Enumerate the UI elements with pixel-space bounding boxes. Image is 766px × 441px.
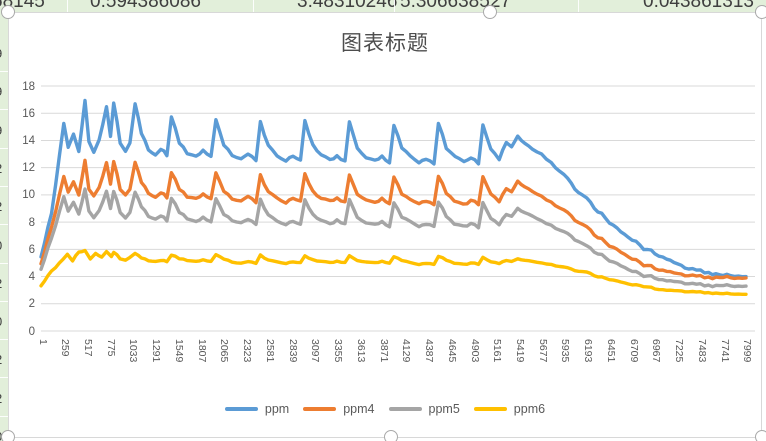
legend-line-swatch — [388, 407, 422, 411]
cell-gridline — [0, 147, 9, 149]
cell-gridline — [0, 339, 9, 341]
row-header-digit: 0 — [0, 238, 2, 253]
x-tick-label: 1033 — [127, 339, 140, 363]
x-tick-label: 6967 — [650, 339, 663, 363]
legend-line-swatch — [224, 407, 258, 411]
x-tick-label: 5935 — [559, 339, 572, 363]
x-tick-label: 4645 — [445, 339, 458, 363]
y-tick-label: 8 — [28, 216, 35, 229]
y-tick-label: 2 — [28, 298, 35, 311]
x-tick-label: 1549 — [172, 339, 185, 363]
x-tick-label: 775 — [104, 339, 117, 357]
worksheet-cell-value: 0.043861313 — [643, 0, 754, 12]
chart-title[interactable]: 图表标题 — [341, 32, 429, 55]
legend-line-swatch — [303, 407, 337, 411]
worksheet-top-row[interactable]: 581450.5943860863.483102465.3066385270.0… — [0, 0, 766, 13]
selection-handle-top-middle[interactable] — [482, 4, 497, 19]
x-tick-label: 259 — [59, 339, 72, 357]
legend-label: ppm — [264, 402, 290, 416]
row-header-digit: 9 — [0, 123, 2, 138]
worksheet-row-headers[interactable]: 99922020220 — [0, 13, 9, 441]
y-tick-label: 12 — [22, 162, 35, 175]
x-tick-label: 1 — [36, 339, 49, 345]
legend-label: ppm5 — [428, 402, 460, 416]
row-header-digit: 9 — [0, 84, 2, 99]
x-tick-label: 5419 — [514, 339, 527, 363]
x-tick-label: 7483 — [695, 339, 708, 363]
worksheet-cell-value: 0.594386086 — [90, 0, 201, 12]
x-tick-label: 1291 — [150, 339, 163, 363]
x-tick-label: 4903 — [468, 339, 481, 363]
cell-gridline — [0, 109, 9, 111]
x-tick-label: 7999 — [741, 339, 754, 363]
cell-gridline — [67, 0, 68, 13]
x-tick-label: 6193 — [582, 339, 595, 363]
legend-item-ppm5[interactable]: ppm5 — [388, 402, 460, 416]
x-tick-label: 2839 — [286, 339, 299, 363]
legend-label: ppm4 — [343, 402, 375, 416]
x-tick-label: 3097 — [309, 339, 322, 363]
cell-gridline — [0, 415, 9, 417]
legend-item-ppm4[interactable]: ppm4 — [303, 402, 375, 416]
cell-gridline — [394, 0, 395, 13]
cell-gridline — [0, 377, 9, 379]
x-tick-label: 3355 — [332, 339, 345, 363]
selection-handle-top-right[interactable] — [754, 4, 766, 19]
x-tick-label: 5677 — [536, 339, 549, 363]
x-tick-label: 2065 — [218, 339, 231, 363]
cell-gridline — [0, 185, 9, 187]
y-tick-label: 4 — [28, 271, 35, 284]
x-tick-label: 517 — [81, 339, 94, 357]
row-header-digit: 2 — [0, 352, 2, 367]
y-tick-label: 10 — [22, 189, 35, 202]
legend-item-ppm[interactable]: ppm — [224, 402, 290, 416]
x-tick-label: 2323 — [241, 339, 254, 363]
x-tick-label: 2581 — [263, 339, 276, 363]
row-header-digit: 2 — [0, 391, 2, 406]
x-tick-label: 3613 — [354, 339, 367, 363]
worksheet-cell-value: 3.48310246 — [297, 0, 398, 12]
selection-handle-bottom-left[interactable] — [0, 429, 15, 441]
cell-gridline — [253, 0, 254, 13]
row-header-digit: 9 — [0, 46, 2, 61]
legend-item-ppm6[interactable]: ppm6 — [473, 402, 546, 416]
row-header-digit: 2 — [0, 199, 2, 214]
y-tick-label: 16 — [22, 107, 35, 120]
x-tick-label: 6451 — [604, 339, 617, 363]
cell-gridline — [0, 224, 9, 226]
selection-handle-bottom-middle[interactable] — [383, 429, 398, 441]
selection-handle-top-left[interactable] — [0, 4, 15, 19]
x-tick-label: 4387 — [423, 339, 436, 363]
y-tick-label: 18 — [22, 80, 35, 93]
cell-gridline — [0, 262, 9, 264]
x-tick-label: 6709 — [627, 339, 640, 363]
chart-object[interactable]: 图表标题 0 2 4 6 8 10 12 14 16 18 1 259 517 775 1033 1291 1… — [8, 12, 762, 438]
row-header-digit: 2 — [0, 276, 2, 291]
chart-legend[interactable]: ppm ppm4 ppm5 ppm6 — [9, 402, 761, 416]
legend-line-swatch — [473, 407, 507, 411]
x-tick-label: 7225 — [673, 339, 686, 363]
x-tick-label: 3871 — [377, 339, 390, 363]
cell-gridline — [0, 300, 9, 302]
legend-label: ppm6 — [513, 402, 546, 416]
x-tick-label: 5161 — [491, 339, 504, 363]
y-tick-label: 14 — [22, 134, 35, 147]
x-tick-label: 4129 — [400, 339, 413, 363]
selection-handle-bottom-right[interactable] — [754, 429, 766, 441]
row-header-digit: 0 — [0, 314, 2, 329]
y-tick-label: 6 — [28, 243, 35, 256]
x-tick-label: 1807 — [195, 339, 208, 363]
row-header-digit: 2 — [0, 161, 2, 176]
y-tick-label: 0 — [28, 325, 35, 338]
cell-gridline — [0, 71, 9, 72]
cell-gridline — [578, 0, 579, 13]
x-tick-label: 7741 — [718, 339, 731, 363]
